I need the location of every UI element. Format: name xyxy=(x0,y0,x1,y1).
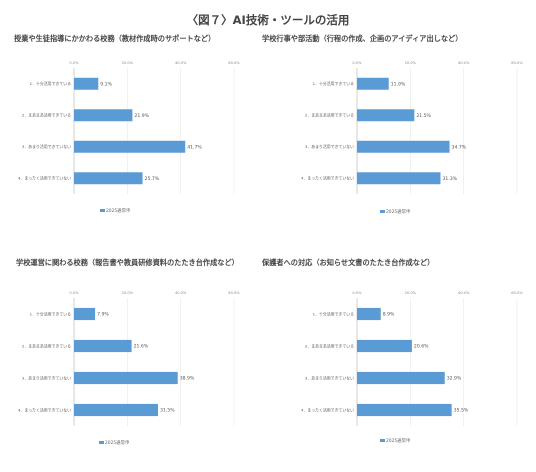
data-label: 25.7% xyxy=(145,176,160,182)
bar xyxy=(357,339,412,353)
x-tick-label: 40.0% xyxy=(175,61,187,65)
data-label: 11.9% xyxy=(391,81,406,87)
data-label: 38.9% xyxy=(180,376,195,382)
category-label: 4．まったく活用できていない xyxy=(301,407,354,412)
x-tick-label: 40.0% xyxy=(175,291,187,295)
data-label: 9.1% xyxy=(100,81,112,87)
chart-title: 学校運営に関わる校務（報告書や教員研修資料のたたき台作成など） xyxy=(16,258,239,267)
x-tick-label: 20.0% xyxy=(122,61,134,65)
data-label: 21.6% xyxy=(134,344,149,350)
category-label: 2．まあまあ活用できている xyxy=(22,343,71,348)
chart-panel-parents: 保護者への対応（お知らせ文書のたたき台作成など） 0.0% 20.0% 40.0% 6… xyxy=(262,258,536,472)
chart-legend: 2025通常申 xyxy=(100,208,130,214)
x-tick-label: 60.0% xyxy=(228,291,240,295)
bar xyxy=(74,371,178,385)
category-label: 3．あまり活用できていない xyxy=(22,144,71,149)
legend-label: 2025通常申 xyxy=(105,441,130,446)
data-label: 41.7% xyxy=(187,144,202,150)
bar xyxy=(357,403,452,417)
page-title: 〈図７〉AI技術・ツールの活用 xyxy=(186,13,350,27)
category-label: 1．十分活用できている xyxy=(313,311,354,316)
chart-plot: 0.0% 20.0% 40.0% 60.0% 1．十分活用できている 11.9% 2．まあま… xyxy=(301,61,523,194)
x-tick-label: 40.0% xyxy=(458,61,470,65)
x-tick-label: 20.0% xyxy=(122,291,134,295)
category-label: 1．十分活用できている xyxy=(30,81,71,86)
bar xyxy=(357,307,381,321)
x-tick-label: 0.0% xyxy=(352,61,362,65)
legend-swatch xyxy=(380,439,385,442)
x-tick-label: 0.0% xyxy=(352,291,362,295)
chart-panel-school-management: 学校運営に関わる校務（報告書や教員研修資料のたたき台作成など） 0.0% 20.0… xyxy=(0,258,268,472)
data-label: 20.6% xyxy=(414,344,429,350)
bar xyxy=(357,371,445,385)
category-label: 3．あまり活用できていない xyxy=(305,375,354,380)
category-label: 3．あまり活用できていない xyxy=(305,144,354,149)
data-label: 34.7% xyxy=(452,144,467,150)
legend-label: 2025通常申 xyxy=(386,210,411,215)
data-label: 21.5% xyxy=(416,113,431,119)
chart-title: 学校行事や部活動（行程の作成、企画のアイディア出しなど） xyxy=(262,34,463,43)
category-label: 4．まったく活用できていない xyxy=(301,176,354,181)
legend-swatch xyxy=(380,210,385,213)
bar xyxy=(74,307,96,321)
bar xyxy=(357,77,389,90)
chart-plot: 0.0% 20.0% 40.0% 60.0% 1．十分活用できている 8.9% 2．まあまあ… xyxy=(301,291,523,426)
bar xyxy=(74,140,186,153)
legend-swatch xyxy=(100,209,105,212)
x-tick-label: 20.0% xyxy=(405,291,417,295)
chart-legend: 2025通常申 xyxy=(380,438,410,444)
bar xyxy=(74,403,158,417)
x-tick-label: 40.0% xyxy=(458,291,470,295)
category-label: 4．まったく活用できていない xyxy=(18,176,71,181)
bar xyxy=(74,339,132,353)
x-tick-label: 60.0% xyxy=(228,61,240,65)
category-label: 1．十分活用できている xyxy=(313,81,354,86)
chart-panel-teaching: 授業や生徒指導にかかわる校務（教材作成時のサポートなど） 0.0% 20.0% 40… xyxy=(0,34,268,248)
category-label: 2．まあまあ活用できている xyxy=(22,113,71,118)
chart-plot: 0.0% 20.0% 40.0% 60.0% 1．十分活用できている 9.1% 2．まあまあ… xyxy=(18,61,240,194)
chart-title: 授業や生徒指導にかかわる校務（教材作成時のサポートなど） xyxy=(14,34,216,43)
legend-label: 2025通常申 xyxy=(106,209,131,214)
category-label: 4．まったく活用できていない xyxy=(18,407,71,412)
x-tick-label: 20.0% xyxy=(405,61,417,65)
x-tick-label: 0.0% xyxy=(69,61,79,65)
chart-panel-events: 学校行事や部活動（行程の作成、企画のアイディア出しなど） 0.0% 20.0% 40… xyxy=(262,34,536,248)
chart-plot: 0.0% 20.0% 40.0% 60.0% 1．十分活用できている 7.9% 2．まあまあ… xyxy=(18,291,240,426)
bar xyxy=(357,140,450,153)
bar xyxy=(357,172,441,185)
category-label: 1．十分活用できている xyxy=(30,311,71,316)
bar xyxy=(74,172,143,185)
category-label: 3．あまり活用できていない xyxy=(22,375,71,380)
data-label: 31.5% xyxy=(160,408,175,414)
legend-swatch xyxy=(99,441,104,444)
data-label: 8.9% xyxy=(383,312,395,318)
legend-label: 2025通常申 xyxy=(386,439,411,444)
data-label: 31.3% xyxy=(442,176,457,182)
bar xyxy=(357,109,415,122)
x-tick-label: 60.0% xyxy=(511,291,523,295)
data-label: 35.5% xyxy=(454,408,469,414)
bar xyxy=(74,77,99,90)
category-label: 2．まあまあ活用できている xyxy=(305,343,354,348)
data-label: 7.9% xyxy=(97,312,109,318)
chart-legend: 2025通常申 xyxy=(380,209,410,215)
chart-legend: 2025通常申 xyxy=(99,440,129,446)
chart-title: 保護者への対応（お知らせ文書のたたき台作成など） xyxy=(262,258,435,267)
x-tick-label: 0.0% xyxy=(69,291,79,295)
x-tick-label: 60.0% xyxy=(511,61,523,65)
data-label: 21.9% xyxy=(134,113,149,119)
category-label: 2．まあまあ活用できている xyxy=(305,113,354,118)
bar xyxy=(74,109,133,122)
data-label: 32.9% xyxy=(447,376,462,382)
